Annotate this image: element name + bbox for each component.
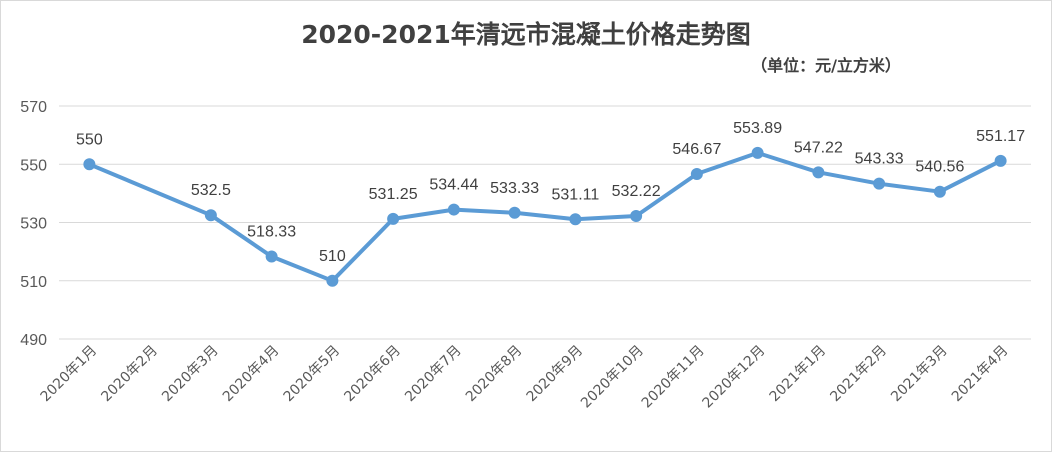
data-label: 510 bbox=[319, 248, 346, 265]
x-tick-label: 2021年4月 bbox=[949, 343, 1012, 406]
data-label: 532.22 bbox=[612, 183, 661, 200]
data-labels: 550 532.5 518.33 510 531.25 534.44 533.33 531.1… bbox=[76, 120, 1025, 265]
data-point bbox=[204, 209, 217, 222]
data-points bbox=[83, 146, 1007, 287]
data-point bbox=[994, 154, 1007, 167]
x-tick-label: 2021年3月 bbox=[888, 343, 951, 406]
x-tick-label: 2020年5月 bbox=[281, 343, 344, 406]
data-point bbox=[690, 167, 703, 180]
x-tick-label: 2021年1月 bbox=[767, 343, 830, 406]
data-point bbox=[751, 146, 764, 159]
data-label: 547.22 bbox=[794, 139, 843, 156]
y-tick-label: 570 bbox=[20, 99, 47, 116]
series-line bbox=[87, 150, 1003, 283]
data-point bbox=[387, 212, 400, 225]
price-series bbox=[87, 150, 1003, 283]
data-label: 531.11 bbox=[552, 186, 600, 203]
y-axis-ticks: 570 550 530 510 490 bbox=[20, 99, 47, 349]
x-axis-ticks: 2020年1月2020年2月2020年3月2020年4月2020年5月2020年… bbox=[38, 343, 1012, 412]
data-label: 553.89 bbox=[733, 120, 782, 137]
data-label: 534.44 bbox=[429, 177, 478, 194]
y-tick-label: 550 bbox=[20, 157, 47, 174]
x-tick-label: 2020年10月 bbox=[578, 343, 647, 412]
x-tick-label: 2020年12月 bbox=[700, 343, 769, 412]
x-tick-label: 2020年4月 bbox=[220, 343, 283, 406]
gridlines bbox=[59, 105, 1031, 340]
x-tick-label: 2020年9月 bbox=[524, 343, 587, 406]
data-point bbox=[83, 158, 96, 171]
data-label: 532.5 bbox=[191, 182, 231, 199]
data-point bbox=[508, 206, 521, 219]
x-tick-label: 2020年8月 bbox=[463, 343, 526, 406]
data-point bbox=[933, 185, 946, 198]
data-label: 543.33 bbox=[855, 151, 904, 168]
data-label: 546.67 bbox=[672, 141, 721, 158]
data-label: 533.33 bbox=[490, 180, 539, 197]
x-tick-label: 2020年7月 bbox=[402, 343, 465, 406]
data-point bbox=[265, 250, 278, 263]
y-tick-label: 490 bbox=[20, 332, 47, 349]
data-point bbox=[630, 210, 643, 223]
x-tick-label: 2020年11月 bbox=[639, 343, 708, 412]
data-point bbox=[569, 213, 582, 226]
x-tick-label: 2020年1月 bbox=[38, 343, 101, 406]
data-point bbox=[447, 203, 460, 216]
y-tick-label: 530 bbox=[20, 216, 47, 233]
data-point bbox=[812, 166, 825, 179]
data-point bbox=[326, 274, 339, 287]
data-label: 550 bbox=[76, 131, 103, 148]
x-tick-label: 2020年2月 bbox=[98, 343, 161, 406]
y-tick-label: 510 bbox=[20, 274, 47, 291]
data-label: 531.25 bbox=[369, 186, 418, 203]
x-tick-label: 2021年2月 bbox=[827, 343, 890, 406]
x-tick-label: 2020年3月 bbox=[159, 343, 222, 406]
data-point bbox=[873, 177, 886, 190]
data-label: 518.33 bbox=[247, 223, 296, 240]
chart-subtitle: （单位：元/立方米） bbox=[751, 56, 901, 75]
x-tick-label: 2020年6月 bbox=[341, 343, 404, 406]
chart-title: 2020-2021年清远市混凝土价格走势图 bbox=[301, 20, 751, 49]
data-label: 540.56 bbox=[915, 159, 964, 176]
data-label: 551.17 bbox=[976, 128, 1025, 145]
